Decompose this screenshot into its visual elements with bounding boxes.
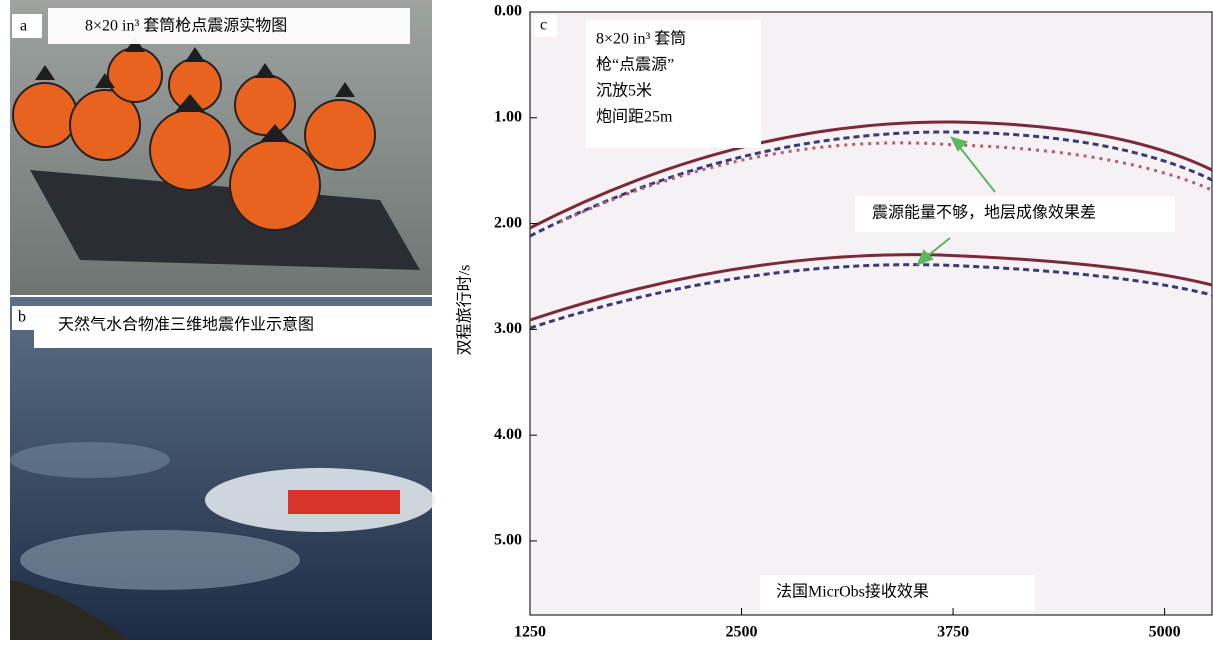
y-tick-label: 5.00 bbox=[494, 532, 522, 549]
annotation-line: 炮间距25m bbox=[596, 108, 673, 126]
panel-letter: a bbox=[20, 18, 27, 35]
y-tick-label: 0.00 bbox=[494, 3, 522, 20]
panel-letter: b bbox=[18, 309, 26, 326]
figure: a 8×20 in³ 套筒枪点震源实物图 b 天然气水合物准三维地震作业示意图 … bbox=[0, 0, 1213, 645]
y-tick-label: 2.00 bbox=[494, 214, 522, 231]
y-axis-label: 双程旅行时/s bbox=[456, 265, 474, 356]
annotation-line: 沉放5米 bbox=[596, 82, 652, 100]
y-tick-label: 3.00 bbox=[494, 320, 522, 337]
y-tick-label: 1.00 bbox=[494, 108, 522, 125]
callout: 震源能量不够，地层成像效果差 bbox=[872, 204, 1096, 222]
x-tick-label: 3750 bbox=[937, 624, 969, 641]
x-tick-label: 1250 bbox=[514, 624, 546, 641]
panel-caption: 天然气水合物准三维地震作业示意图 bbox=[58, 315, 314, 334]
y-tick-label: 4.00 bbox=[494, 426, 522, 443]
annotation-line: 8×20 in³ 套筒 bbox=[596, 30, 686, 48]
panel-letter: c bbox=[540, 17, 547, 34]
panel-caption: 8×20 in³ 套筒枪点震源实物图 bbox=[85, 17, 287, 35]
footnote: 法国MicrObs接收效果 bbox=[776, 583, 929, 601]
photo-b bbox=[10, 297, 435, 640]
annotation-line: 枪“点震源” bbox=[596, 56, 674, 74]
x-tick-label: 5000 bbox=[1149, 624, 1181, 641]
seismic-panel: c 震源能量不够，地层成像效果差 法国MicrObs接收效果 bbox=[530, 12, 1212, 615]
page: a 8×20 in³ 套筒枪点震源实物图 b 天然气水合物准三维地震作业示意图 … bbox=[0, 0, 1213, 645]
photo-a bbox=[10, 0, 432, 295]
x-tick-label: 2500 bbox=[726, 624, 758, 641]
